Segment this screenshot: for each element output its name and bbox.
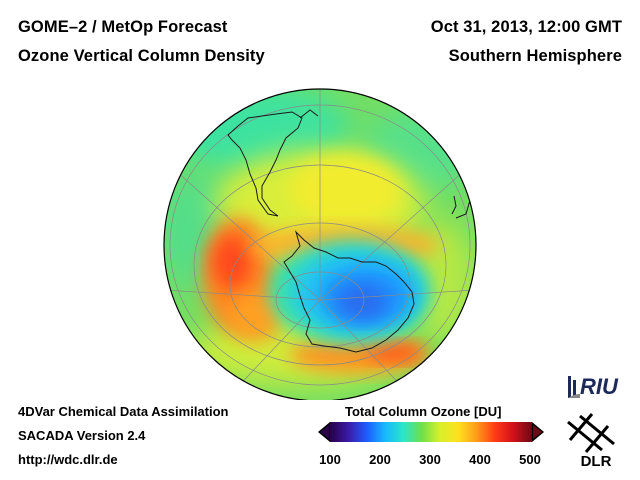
- ozone-map-globe: [163, 88, 477, 400]
- colorbar-tick-label: 100: [319, 452, 341, 467]
- title-left: GOME–2 / MetOp Forecast: [18, 18, 228, 36]
- colorbar-tick-label: 400: [469, 452, 491, 467]
- dlr-logo-text: DLR: [581, 453, 612, 468]
- footer-line-2: SACADA Version 2.4: [18, 428, 146, 443]
- riu-logo-text: RIU: [580, 374, 619, 399]
- riu-logo: RIU: [568, 374, 619, 399]
- colorbar-tick-label: 500: [519, 452, 541, 467]
- globe-outline: [163, 88, 477, 400]
- colorbar-title: Total Column Ozone [DU]: [345, 404, 502, 419]
- subtitle-right: Southern Hemisphere: [448, 47, 622, 65]
- title-right: Oct 31, 2013, 12:00 GMT: [430, 18, 622, 36]
- colorbar-tick-label: 300: [419, 452, 441, 467]
- dlr-logo: DLR: [567, 413, 615, 468]
- subtitle-left: Ozone Vertical Column Density: [18, 47, 265, 65]
- colorbar: [318, 422, 544, 442]
- footer-line-3[interactable]: http://wdc.dlr.de: [18, 452, 118, 467]
- colorbar-tick-label: 200: [369, 452, 391, 467]
- colorbar-max-arrow-fill: [533, 425, 542, 439]
- graticule: [164, 89, 476, 396]
- colorbar-gradient: [330, 422, 532, 442]
- footer-line-1: 4DVar Chemical Data Assimilation: [18, 404, 229, 419]
- colorbar-min-arrow-fill: [320, 425, 329, 439]
